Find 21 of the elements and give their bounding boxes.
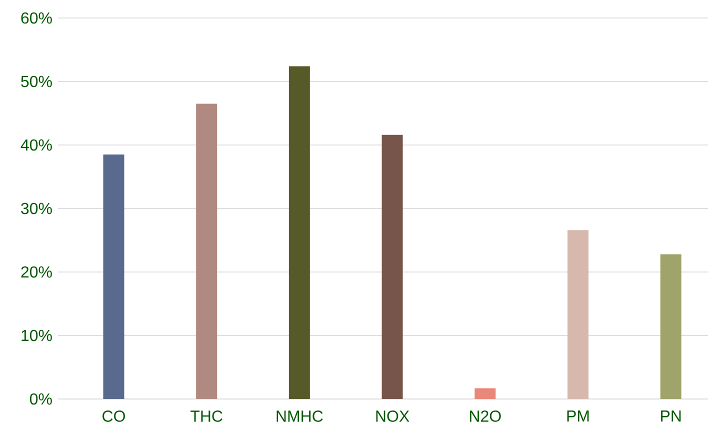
y-tick-label: 60% [21,12,52,24]
x-tick-label: PN [661,410,681,422]
y-tick-label: 50% [21,76,52,88]
bar [474,388,496,399]
x-tick-label: THC [190,410,222,422]
y-tick-label: 30% [21,202,52,214]
bar [382,134,403,399]
y-tick-label: 40% [20,139,52,151]
bar [103,154,124,399]
x-tick-label: N2O [470,410,501,422]
y-tick-label: 10% [22,330,52,342]
x-tick-label: PM [567,410,589,422]
bar [660,254,682,399]
y-tick-label: 20% [21,266,52,278]
x-tick-label: NMHC [276,410,323,422]
bar [288,66,310,399]
y-tick-label: 0% [30,393,52,405]
bar [567,230,588,399]
x-tick-label: NOX [376,410,410,422]
bar [196,104,218,399]
x-tick-label: CO [102,410,125,422]
